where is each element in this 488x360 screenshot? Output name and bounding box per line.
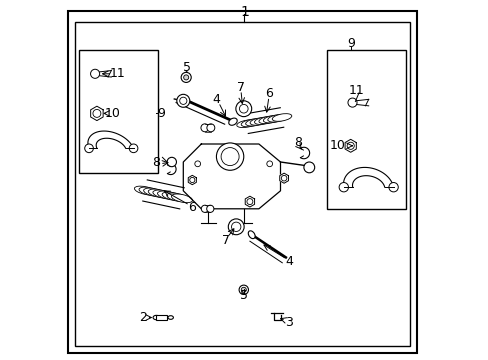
Text: 9: 9	[346, 37, 354, 50]
Text: 10: 10	[329, 139, 346, 152]
Circle shape	[281, 175, 286, 181]
Text: 11: 11	[347, 84, 363, 96]
Circle shape	[206, 205, 213, 212]
Circle shape	[183, 75, 188, 80]
Circle shape	[266, 161, 272, 167]
Polygon shape	[279, 173, 288, 183]
Circle shape	[84, 144, 93, 153]
Ellipse shape	[245, 118, 264, 126]
Ellipse shape	[272, 114, 291, 121]
Circle shape	[129, 144, 138, 153]
Ellipse shape	[143, 188, 164, 197]
Polygon shape	[188, 175, 196, 185]
Polygon shape	[244, 196, 254, 207]
Circle shape	[206, 124, 214, 132]
Text: 1: 1	[240, 5, 248, 18]
Ellipse shape	[267, 114, 287, 122]
Ellipse shape	[236, 120, 256, 127]
Ellipse shape	[263, 115, 283, 123]
Circle shape	[90, 69, 100, 78]
Ellipse shape	[241, 119, 260, 127]
Circle shape	[339, 183, 348, 192]
Circle shape	[228, 219, 244, 235]
Text: 4: 4	[212, 93, 220, 106]
Text: 8: 8	[293, 136, 301, 149]
Circle shape	[239, 104, 247, 113]
Circle shape	[167, 157, 176, 167]
Text: 6: 6	[188, 201, 196, 213]
Text: 4: 4	[285, 255, 293, 268]
Text: 11: 11	[110, 67, 125, 80]
Text: 5: 5	[239, 289, 247, 302]
Text: 7: 7	[236, 81, 244, 94]
Circle shape	[241, 287, 246, 292]
Ellipse shape	[168, 316, 173, 319]
Polygon shape	[345, 139, 356, 152]
Text: 3: 3	[284, 316, 292, 329]
Circle shape	[239, 285, 248, 294]
Bar	[326, 50, 406, 209]
Text: 6: 6	[264, 87, 272, 100]
Circle shape	[303, 162, 314, 173]
Text: 8: 8	[152, 156, 160, 169]
Text: 7: 7	[222, 234, 229, 247]
Circle shape	[93, 109, 101, 117]
Ellipse shape	[153, 315, 159, 320]
Polygon shape	[90, 106, 103, 121]
Circle shape	[201, 124, 208, 132]
Bar	[156, 315, 167, 320]
Ellipse shape	[254, 117, 273, 125]
Circle shape	[177, 94, 189, 107]
Circle shape	[216, 143, 244, 170]
Ellipse shape	[249, 118, 269, 125]
Ellipse shape	[139, 187, 160, 196]
Ellipse shape	[162, 192, 183, 201]
Ellipse shape	[166, 193, 187, 202]
Text: 9: 9	[157, 107, 164, 120]
Circle shape	[388, 183, 397, 192]
Circle shape	[189, 177, 195, 183]
Ellipse shape	[157, 191, 178, 200]
Ellipse shape	[248, 231, 255, 239]
Ellipse shape	[148, 189, 169, 198]
Text: 2: 2	[139, 311, 146, 324]
Circle shape	[201, 205, 208, 212]
Ellipse shape	[259, 116, 278, 123]
Circle shape	[347, 98, 356, 107]
Circle shape	[221, 148, 239, 166]
Ellipse shape	[153, 190, 174, 199]
Circle shape	[194, 161, 200, 167]
Ellipse shape	[228, 118, 237, 125]
Circle shape	[235, 101, 251, 117]
Text: 5: 5	[183, 61, 191, 74]
Circle shape	[246, 199, 252, 204]
Ellipse shape	[134, 186, 155, 195]
Circle shape	[346, 142, 353, 149]
Circle shape	[181, 72, 191, 82]
Polygon shape	[183, 144, 280, 209]
Circle shape	[231, 222, 241, 231]
Ellipse shape	[171, 194, 192, 203]
Circle shape	[179, 97, 186, 104]
Text: 10: 10	[105, 107, 121, 120]
Bar	[79, 50, 158, 173]
